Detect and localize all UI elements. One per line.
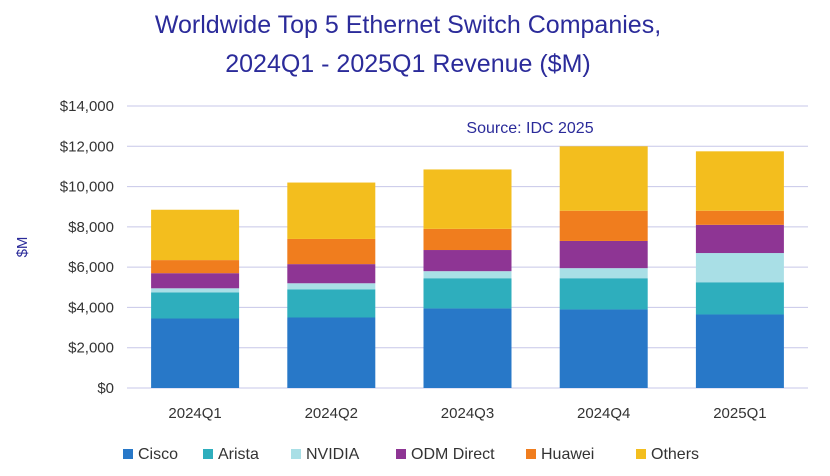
- y-tick-label: $14,000: [60, 98, 114, 115]
- bar-huawei-2024q4: [559, 210, 648, 241]
- bar-odm-direct-2024q4: [559, 240, 648, 269]
- legend-label: Huawei: [541, 446, 594, 463]
- legend-swatch: [203, 449, 213, 459]
- y-axis-label: $M: [14, 237, 31, 258]
- bar-cisco-2024q3: [423, 308, 512, 388]
- bar-others-2024q2: [287, 182, 376, 239]
- x-tick-label: 2024Q3: [441, 405, 494, 422]
- x-tick-labels: 2024Q1 2024Q2 2024Q3 2024Q4 2025Q1: [168, 405, 766, 422]
- x-tick-label: 2024Q4: [577, 405, 630, 422]
- bar-arista-2025q1: [695, 282, 784, 315]
- bar-nvidia-2025q1: [695, 253, 784, 283]
- y-tick-label: $12,000: [60, 138, 114, 155]
- bar-nvidia-2024q1: [151, 288, 240, 293]
- bar-nvidia-2024q3: [423, 271, 512, 279]
- bar-huawei-2024q1: [151, 260, 240, 274]
- legend-label: Arista: [218, 446, 259, 463]
- bar-arista-2024q4: [559, 278, 648, 310]
- y-tick-labels: $0 $2,000 $4,000 $6,000 $8,000 $10,000 $12,000…: [60, 98, 114, 397]
- bar-cisco-2024q1: [151, 318, 240, 388]
- bar-odm-direct-2024q2: [287, 264, 376, 284]
- bar-others-2024q3: [423, 169, 512, 229]
- bar-cisco-2024q4: [559, 309, 648, 388]
- bar-nvidia-2024q2: [287, 283, 376, 290]
- bar-others-2025q1: [695, 151, 784, 211]
- bars: [151, 146, 784, 388]
- legend-swatch: [636, 449, 646, 459]
- legend-label: Others: [651, 446, 699, 463]
- y-tick-label: $10,000: [60, 179, 114, 196]
- x-tick-label: 2025Q1: [713, 405, 766, 422]
- legend-swatch: [396, 449, 406, 459]
- bar-cisco-2024q2: [287, 317, 376, 388]
- bar-arista-2024q2: [287, 289, 376, 318]
- bar-cisco-2025q1: [695, 314, 784, 388]
- y-tick-label: $8,000: [68, 219, 114, 236]
- bar-arista-2024q3: [423, 278, 512, 309]
- chart-title: Worldwide Top 5 Ethernet Switch Companie…: [155, 11, 661, 39]
- legend-label: ODM Direct: [411, 446, 495, 463]
- bar-nvidia-2024q4: [559, 268, 648, 279]
- bar-others-2024q4: [559, 146, 648, 211]
- y-tick-label: $6,000: [68, 259, 114, 276]
- legend-swatch: [291, 449, 301, 459]
- bar-arista-2024q1: [151, 292, 240, 319]
- y-tick-label: $0: [97, 380, 114, 397]
- chart-subtitle: 2024Q1 - 2025Q1 Revenue ($M): [225, 50, 591, 78]
- y-tick-label: $2,000: [68, 340, 114, 357]
- bar-others-2024q1: [151, 209, 240, 261]
- x-tick-label: 2024Q2: [305, 405, 358, 422]
- bar-huawei-2024q3: [423, 228, 512, 251]
- legend: Cisco Arista NVIDIA ODM Direct Huawei Others: [123, 446, 699, 463]
- bar-odm-direct-2024q3: [423, 250, 512, 272]
- bar-odm-direct-2024q1: [151, 273, 240, 289]
- source-annotation: Source: IDC 2025: [466, 120, 593, 137]
- bar-huawei-2024q2: [287, 238, 376, 265]
- bar-odm-direct-2025q1: [695, 224, 784, 254]
- legend-label: Cisco: [138, 446, 178, 463]
- legend-swatch: [526, 449, 536, 459]
- bar-huawei-2025q1: [695, 210, 784, 225]
- x-tick-label: 2024Q1: [168, 405, 221, 422]
- legend-swatch: [123, 449, 133, 459]
- y-tick-label: $4,000: [68, 299, 114, 316]
- legend-label: NVIDIA: [306, 446, 360, 463]
